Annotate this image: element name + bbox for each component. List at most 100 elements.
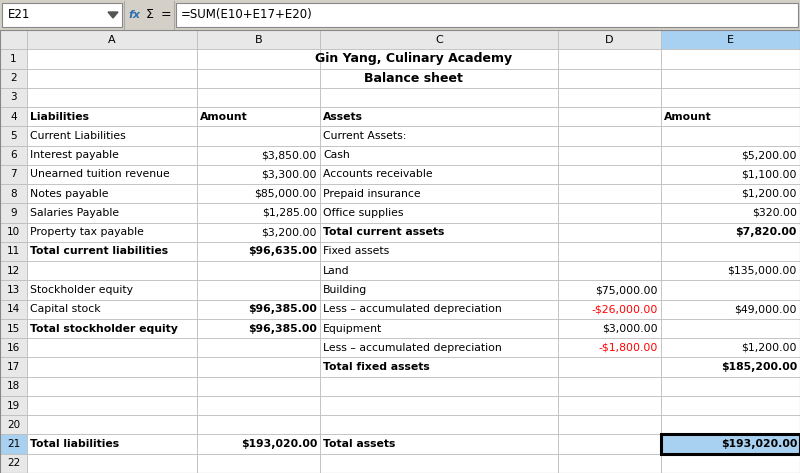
Bar xyxy=(0,415,27,435)
Bar xyxy=(197,69,320,88)
Bar xyxy=(661,69,800,88)
Bar xyxy=(661,49,800,69)
Text: Amount: Amount xyxy=(664,112,712,122)
Text: $3,200.00: $3,200.00 xyxy=(262,227,317,237)
Bar xyxy=(320,454,558,473)
Bar xyxy=(558,415,661,435)
Bar xyxy=(197,415,320,435)
Text: Notes payable: Notes payable xyxy=(30,189,109,199)
Bar xyxy=(661,146,800,165)
Text: Interest payable: Interest payable xyxy=(30,150,119,160)
Bar xyxy=(320,300,558,319)
Bar xyxy=(320,30,558,49)
Bar xyxy=(320,165,558,184)
Bar xyxy=(197,165,320,184)
Text: 15: 15 xyxy=(7,324,20,333)
Bar xyxy=(0,203,27,223)
Bar xyxy=(2,3,122,27)
Text: -$1,800.00: -$1,800.00 xyxy=(598,343,658,353)
Text: $320.00: $320.00 xyxy=(752,208,797,218)
Text: $185,200.00: $185,200.00 xyxy=(721,362,797,372)
Bar xyxy=(27,415,197,435)
Bar xyxy=(0,454,27,473)
Bar xyxy=(27,242,197,261)
Bar xyxy=(661,300,800,319)
Text: $96,385.00: $96,385.00 xyxy=(248,324,317,333)
Text: 7: 7 xyxy=(10,169,17,179)
Bar xyxy=(27,358,197,377)
Bar xyxy=(197,223,320,242)
Bar xyxy=(27,396,197,415)
Bar xyxy=(27,280,197,300)
Text: 3: 3 xyxy=(10,92,17,103)
Bar xyxy=(661,396,800,415)
Bar xyxy=(0,165,27,184)
Text: 10: 10 xyxy=(7,227,20,237)
Bar xyxy=(27,165,197,184)
Bar xyxy=(197,454,320,473)
Bar xyxy=(320,126,558,146)
Text: 19: 19 xyxy=(7,401,20,411)
Bar xyxy=(661,338,800,358)
Bar xyxy=(661,358,800,377)
Text: $49,000.00: $49,000.00 xyxy=(734,304,797,314)
Bar xyxy=(0,280,27,300)
Bar xyxy=(0,107,27,126)
Text: Liabilities: Liabilities xyxy=(30,112,89,122)
Text: Total stockholder equity: Total stockholder equity xyxy=(30,324,178,333)
Bar xyxy=(661,435,800,454)
Text: Unearned tuition revenue: Unearned tuition revenue xyxy=(30,169,170,179)
Bar xyxy=(27,435,197,454)
Bar xyxy=(661,435,800,454)
Text: 4: 4 xyxy=(10,112,17,122)
Bar xyxy=(661,242,800,261)
Bar xyxy=(661,203,800,223)
Bar xyxy=(27,107,197,126)
Bar xyxy=(0,49,27,69)
Text: Salaries Payable: Salaries Payable xyxy=(30,208,119,218)
Text: Office supplies: Office supplies xyxy=(323,208,403,218)
Bar xyxy=(0,338,27,358)
Bar xyxy=(320,415,558,435)
Text: 1: 1 xyxy=(10,54,17,64)
Bar xyxy=(27,146,197,165)
Bar xyxy=(320,146,558,165)
Bar xyxy=(197,319,320,338)
Bar xyxy=(0,88,27,107)
Text: 18: 18 xyxy=(7,381,20,391)
Bar xyxy=(320,242,558,261)
Bar xyxy=(661,223,800,242)
Bar xyxy=(197,126,320,146)
Bar xyxy=(320,49,558,69)
Bar xyxy=(0,146,27,165)
Bar xyxy=(197,280,320,300)
Bar xyxy=(558,49,661,69)
Bar xyxy=(197,184,320,203)
Text: Less – accumulated depreciation: Less – accumulated depreciation xyxy=(323,343,502,353)
Text: 22: 22 xyxy=(7,458,20,468)
Bar xyxy=(558,184,661,203)
Bar xyxy=(558,261,661,280)
Bar xyxy=(197,242,320,261)
Text: Capital stock: Capital stock xyxy=(30,304,101,314)
Bar xyxy=(661,30,800,49)
Bar xyxy=(558,126,661,146)
Bar xyxy=(558,242,661,261)
Bar xyxy=(661,88,800,107)
Bar xyxy=(661,126,800,146)
Text: Land: Land xyxy=(323,266,350,276)
Text: 2: 2 xyxy=(10,73,17,83)
Bar xyxy=(558,319,661,338)
Text: 20: 20 xyxy=(7,420,20,430)
Bar xyxy=(27,454,197,473)
Text: $1,200.00: $1,200.00 xyxy=(742,343,797,353)
Text: $1,100.00: $1,100.00 xyxy=(742,169,797,179)
Bar xyxy=(27,300,197,319)
Bar xyxy=(320,435,558,454)
Bar xyxy=(0,69,27,88)
Text: $3,300.00: $3,300.00 xyxy=(262,169,317,179)
Text: E21: E21 xyxy=(8,9,30,21)
Bar xyxy=(558,435,661,454)
Text: Current Assets:: Current Assets: xyxy=(323,131,406,141)
Text: $193,020.00: $193,020.00 xyxy=(241,439,317,449)
